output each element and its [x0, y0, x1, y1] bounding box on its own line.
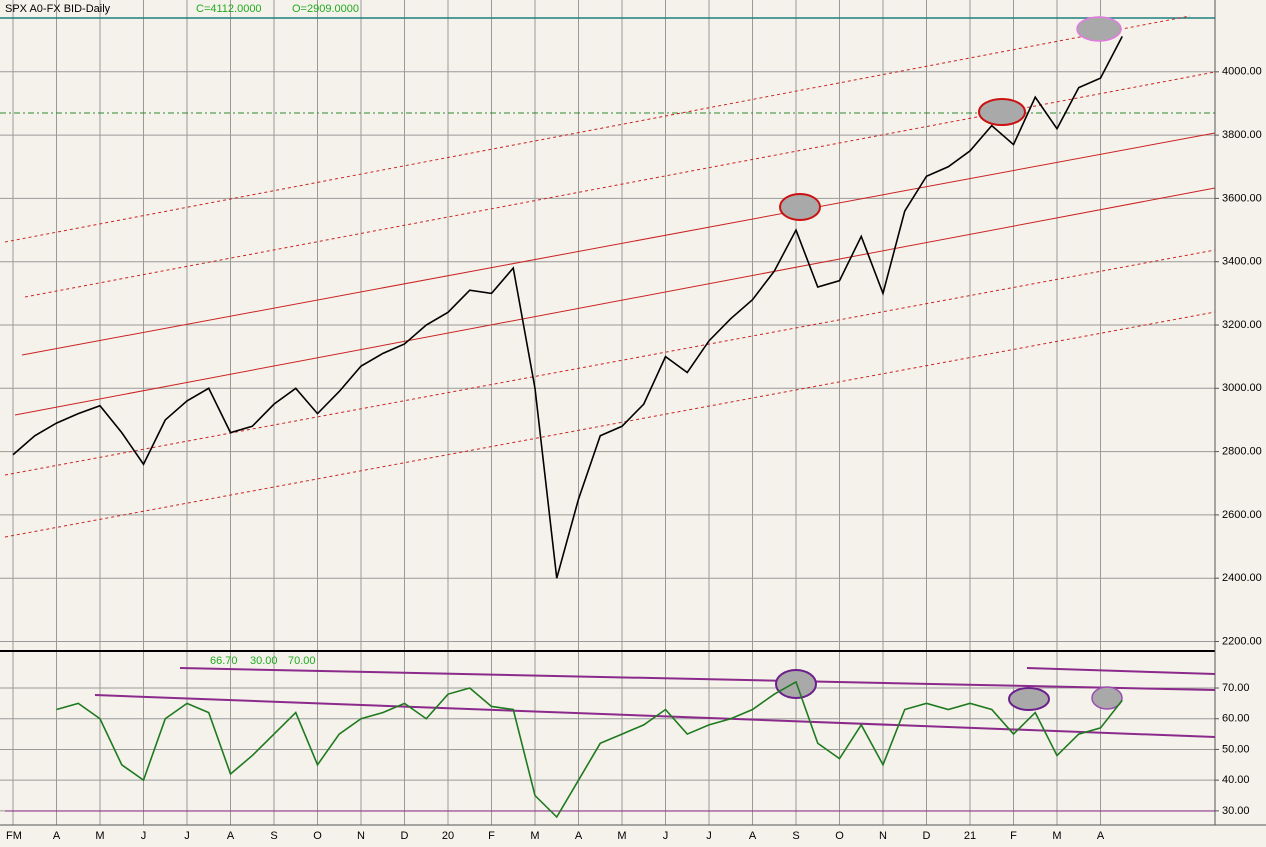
- x-tick-label: A: [227, 830, 235, 842]
- x-tick-label: J: [141, 830, 147, 842]
- x-tick-label: N: [357, 830, 365, 842]
- y-tick-label: 50.00: [1222, 743, 1250, 755]
- channel-line: [4, 311, 1216, 538]
- x-tick-label: D: [923, 830, 931, 842]
- y-tick-label: 70.00: [1222, 682, 1250, 694]
- x-tick-label: FM: [6, 830, 22, 842]
- open-label: O=2909.0000: [292, 3, 359, 15]
- x-tick-label: A: [575, 830, 583, 842]
- x-tick-label: J: [706, 830, 712, 842]
- x-tick-label: S: [792, 830, 799, 842]
- x-tick-label: F: [1010, 830, 1017, 842]
- y-tick-label: 30.00: [1222, 805, 1250, 817]
- y-tick-label: 3200.00: [1222, 319, 1262, 331]
- annotations: [0, 0, 1266, 826]
- channel-line: [4, 249, 1216, 476]
- x-tick-label: M: [530, 830, 539, 842]
- rsi-trend: [1026, 667, 1216, 675]
- highlight: [1076, 16, 1122, 42]
- y-tick-label: 2200.00: [1222, 635, 1262, 647]
- x-tick-label: 20: [442, 830, 454, 842]
- x-tick-label: O: [835, 830, 844, 842]
- x-tick-label: O: [313, 830, 322, 842]
- x-tick-label: M: [617, 830, 626, 842]
- y-tick-label: 40.00: [1222, 774, 1250, 786]
- series-line: [56, 680, 1123, 819]
- x-tick-label: A: [749, 830, 757, 842]
- x-tick-label: S: [270, 830, 277, 842]
- rsi-trend: [179, 667, 1216, 691]
- channel-line: [4, 15, 1191, 243]
- y-tick-label: 3600.00: [1222, 192, 1262, 204]
- close-label: C=4112.0000: [196, 3, 262, 15]
- highlight: [1008, 687, 1050, 711]
- y-tick-label: 4000.00: [1222, 66, 1262, 78]
- x-tick-label: N: [879, 830, 887, 842]
- y-tick-label: 2400.00: [1222, 572, 1262, 584]
- x-tick-label: M: [95, 830, 104, 842]
- x-tick-label: D: [401, 830, 409, 842]
- highlight: [978, 98, 1026, 126]
- y-tick-label: 3800.00: [1222, 129, 1262, 141]
- rsi-param: 30.00: [250, 655, 278, 667]
- x-tick-label: A: [53, 830, 61, 842]
- y-tick-label: 2600.00: [1222, 509, 1262, 521]
- y-tick-label: 2800.00: [1222, 446, 1262, 458]
- x-tick-label: J: [663, 830, 669, 842]
- rsi-param: 66.70: [210, 655, 238, 667]
- y-tick-label: 3000.00: [1222, 382, 1262, 394]
- highlight: [779, 193, 821, 221]
- y-tick-label: 3400.00: [1222, 256, 1262, 268]
- x-tick-label: J: [184, 830, 190, 842]
- channel-line: [24, 71, 1216, 298]
- chart-title: SPX A0-FX BID-Daily: [5, 3, 111, 15]
- x-tick-label: F: [488, 830, 495, 842]
- x-tick-label: A: [1097, 830, 1105, 842]
- channel-line: [21, 132, 1216, 356]
- y-tick-label: 60.00: [1222, 713, 1250, 725]
- channel-line: [14, 187, 1216, 416]
- x-tick-label: 21: [964, 830, 976, 842]
- rsi-param: 70.00: [288, 655, 316, 667]
- x-tick-label: M: [1052, 830, 1061, 842]
- series-line: [12, 35, 1123, 579]
- highlight: [1091, 686, 1123, 710]
